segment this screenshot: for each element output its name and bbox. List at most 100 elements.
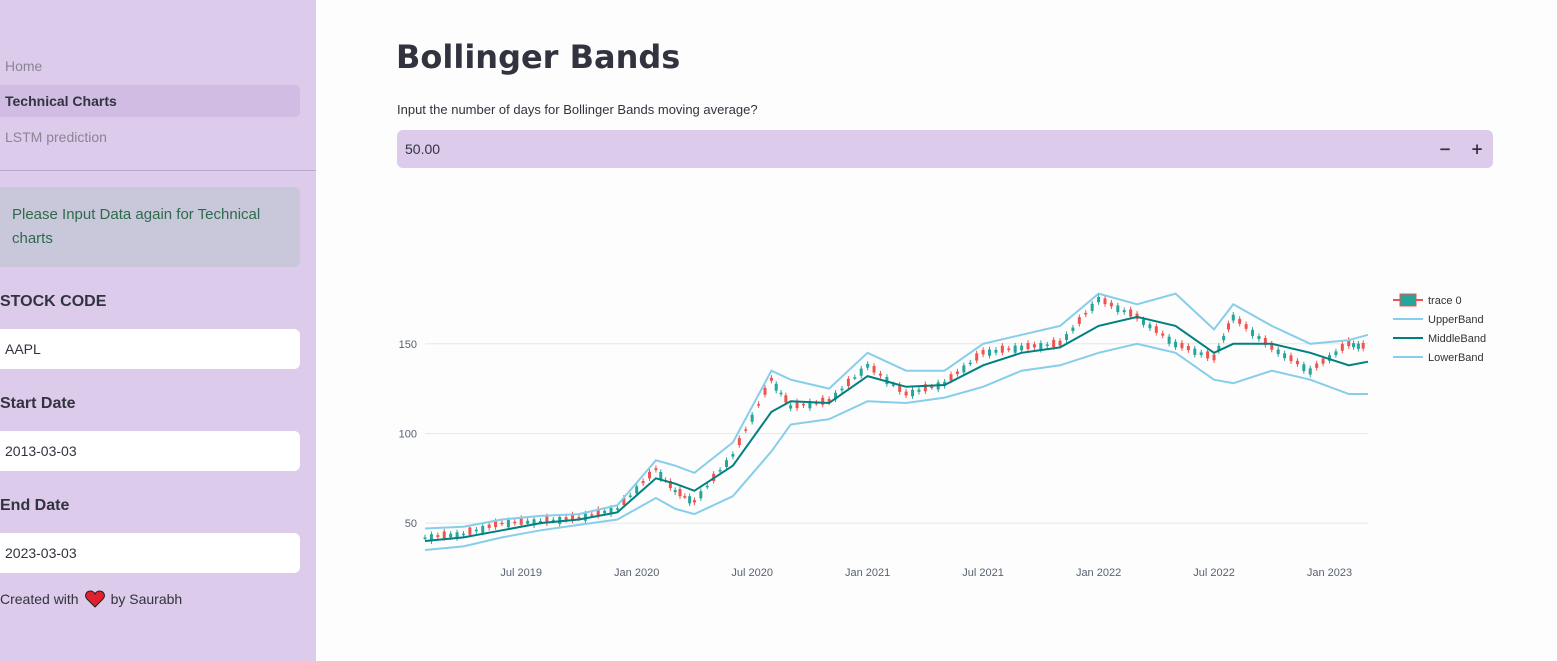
candle-body — [659, 472, 663, 480]
candle-body — [641, 481, 645, 484]
candle-body — [859, 368, 863, 376]
candle-body — [1103, 298, 1107, 305]
candle-body — [1302, 364, 1306, 372]
candle-body — [436, 535, 440, 537]
candle-body — [583, 513, 587, 521]
legend-label: trace 0 — [1428, 295, 1462, 307]
candle-body — [678, 489, 682, 497]
decrement-button[interactable]: − — [1429, 130, 1461, 168]
increment-button[interactable]: + — [1461, 130, 1493, 168]
nav-item-home[interactable]: Home — [5, 58, 43, 74]
candle-body — [1148, 324, 1152, 329]
candle-body — [1212, 354, 1216, 361]
candle-body — [949, 374, 953, 381]
candle-body — [763, 387, 767, 395]
candle-body — [846, 378, 850, 386]
x-tick-label: Jul 2020 — [731, 567, 773, 579]
x-tick-label: Jan 2022 — [1076, 567, 1121, 579]
page-title: Bollinger Bands — [396, 38, 681, 76]
candle-body — [564, 517, 568, 520]
candle-body — [853, 377, 857, 379]
candle-body — [904, 391, 908, 396]
candle-body — [615, 508, 619, 510]
candle-body — [1276, 349, 1280, 355]
candle-body — [1289, 355, 1293, 362]
candle-body — [1244, 324, 1248, 329]
candle-body — [737, 438, 741, 446]
candlestick-series — [423, 294, 1365, 544]
candle-body — [1321, 358, 1325, 364]
start-date-label: Start Date — [0, 395, 76, 412]
candle-body — [725, 460, 729, 468]
lowerband-line — [424, 342, 1368, 551]
candle-body — [429, 534, 433, 542]
candle-body — [1167, 336, 1171, 344]
candle-body — [513, 521, 517, 524]
candle-body — [494, 521, 498, 528]
candle-body — [461, 533, 465, 536]
candle-body — [1097, 297, 1101, 303]
candle-body — [487, 524, 491, 528]
candle-body — [481, 525, 485, 533]
stock-code-input[interactable] — [0, 329, 300, 369]
candle-body — [1206, 351, 1210, 359]
candle-body — [449, 533, 453, 538]
candle-body — [519, 517, 523, 525]
candle-body — [1283, 353, 1287, 359]
candle-body — [609, 507, 613, 515]
upperband-line — [424, 292, 1369, 530]
candle-body — [769, 377, 773, 381]
legend-label: MiddleBand — [1428, 333, 1486, 345]
candle-body — [808, 401, 812, 409]
candle-body — [1071, 327, 1075, 331]
candle-body — [898, 384, 902, 392]
y-tick-label: 150 — [399, 339, 417, 351]
candle-body — [1222, 335, 1226, 341]
candle-body — [1226, 323, 1230, 330]
candle-body — [878, 373, 882, 376]
candle-body — [1154, 326, 1158, 333]
candle-body — [840, 388, 844, 391]
heart-icon — [84, 590, 105, 608]
candle-body — [801, 403, 805, 406]
candle-body — [1116, 305, 1120, 313]
candle-body — [1193, 348, 1197, 355]
candle-body — [1347, 339, 1351, 347]
moving-average-days-input[interactable] — [397, 130, 1397, 168]
candle-body — [500, 522, 504, 525]
nav-item-technical-charts[interactable]: Technical Charts — [0, 85, 300, 117]
candle-body — [1161, 333, 1165, 336]
legend-label: LowerBand — [1428, 352, 1484, 364]
candle-body — [1129, 309, 1133, 317]
candle-body — [692, 500, 696, 503]
candle-body — [1263, 338, 1267, 345]
candle-body — [654, 468, 658, 470]
candle-body — [545, 516, 549, 524]
candle-body — [1039, 343, 1043, 350]
candle-body — [821, 397, 825, 405]
candle-body — [789, 405, 793, 409]
candle-body — [814, 402, 818, 405]
nav-item-lstm-prediction[interactable]: LSTM prediction — [5, 129, 107, 145]
x-tick-label: Jul 2022 — [1193, 567, 1235, 579]
y-tick-label: 50 — [405, 518, 417, 530]
candle-body — [1356, 343, 1360, 349]
stock-code-label: STOCK CODE — [0, 293, 107, 310]
credit-prefix: Created with — [0, 591, 79, 607]
candle-body — [1361, 343, 1365, 349]
candle-body — [648, 471, 652, 479]
end-date-input[interactable] — [0, 533, 300, 573]
candle-body — [1270, 343, 1274, 350]
candle-body — [784, 395, 788, 403]
candle-body — [628, 495, 632, 497]
candle-body — [705, 485, 709, 488]
start-date-input[interactable] — [0, 431, 300, 471]
x-tick-label: Jan 2023 — [1307, 567, 1352, 579]
candle-body — [1109, 302, 1113, 307]
candle-body — [955, 371, 959, 375]
candle-body — [774, 383, 778, 391]
x-tick-label: Jan 2021 — [845, 567, 890, 579]
candle-body — [968, 362, 972, 365]
chart-legend[interactable]: trace 0 UpperBand MiddleBand LowerBand — [1393, 293, 1486, 364]
candle-body — [1020, 345, 1024, 351]
